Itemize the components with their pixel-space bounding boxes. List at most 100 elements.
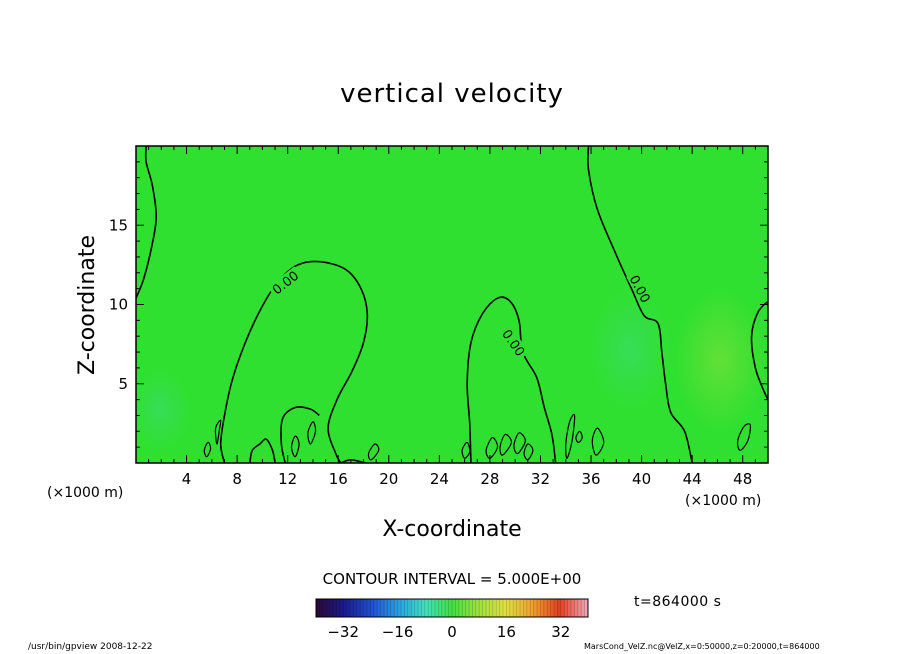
contour-line (750, 300, 768, 400)
contour-loop (290, 435, 300, 458)
colorbar-stripe (390, 599, 395, 617)
colorbar-stripe (316, 599, 320, 617)
contour-line (466, 296, 557, 463)
shading-blobs (136, 290, 765, 450)
colorbar-stripe (363, 599, 368, 617)
colorbar-stripe (452, 599, 456, 617)
x-unit-left: (×1000 m) (47, 485, 123, 501)
contour-line (280, 406, 320, 463)
colorbar-stripe (431, 599, 436, 617)
colorbar-stripe (343, 599, 347, 617)
contour-line (587, 146, 693, 463)
colorbar-stripe (533, 599, 538, 617)
contour-label-mask (267, 266, 303, 299)
colorbar-stripe (540, 599, 545, 617)
colorbar-stripe (550, 599, 555, 617)
colorbar-stripe (475, 599, 480, 617)
colorbar-stripe (469, 599, 473, 617)
colorbar-stripe (523, 599, 528, 617)
footer-left: /usr/bin/gpview 2008-12-22 (28, 642, 153, 652)
contour-loop (591, 427, 605, 456)
colorbar-stripe (360, 599, 364, 617)
contour-interval-text: CONTOUR INTERVAL = 5.000E+00 (323, 570, 582, 588)
colorbar-stripe (435, 599, 439, 617)
colorbar-stripe (574, 599, 579, 617)
y-tick-label: 15 (109, 216, 128, 234)
colorbar-stripe (503, 599, 507, 617)
colorbar-stripe (513, 599, 517, 617)
colorbar-stripe (530, 599, 534, 617)
colorbar-stripe (356, 599, 361, 617)
colorbar-stripe (577, 599, 582, 617)
colorbar-stripe (438, 599, 443, 617)
colorbar-stripe (479, 599, 483, 617)
x-axis-ticks: 4 8 12 16 20 24 28 32 36 40 44 48 (148, 146, 756, 488)
x-tick-label: 32 (531, 470, 550, 488)
contour-line (219, 260, 369, 463)
colorbar: −32 −16 0 16 32 (315, 598, 589, 641)
colorbar-stripe (428, 599, 432, 617)
contour-loop (513, 432, 526, 455)
x-tick-label: 20 (379, 470, 398, 488)
contour-line (249, 438, 276, 463)
colorbar-stripe (472, 599, 477, 617)
y-axis-ticks: 5 10 15 (109, 161, 768, 448)
x-tick-label: 44 (683, 470, 702, 488)
x-unit-right: (×1000 m) (685, 493, 761, 509)
colorbar-stripe (346, 599, 351, 617)
colorbar-stripe (526, 599, 531, 617)
colorbar-stripe (407, 599, 412, 617)
colorbar-stripe (336, 599, 341, 617)
contour-loop (307, 421, 317, 445)
colorbar-stripe (462, 599, 466, 617)
colorbar-stripe (394, 599, 398, 617)
x-tick-label: 24 (430, 470, 449, 488)
colorbar-stripe (567, 599, 572, 617)
colorbar-stripe (322, 599, 327, 617)
colorbar-stripe (458, 599, 463, 617)
colorbar-stripe (339, 599, 344, 617)
colorbar-stripe (547, 599, 551, 617)
colorbar-stripe (448, 599, 453, 617)
colorbar-stripe (581, 599, 585, 617)
colorbar-stripe (492, 599, 497, 617)
colorbar-stripe (554, 599, 558, 617)
x-tick-label: 4 (182, 470, 192, 488)
contour-loop (461, 441, 471, 459)
contour-loop (575, 430, 583, 444)
y-tick-label: 10 (109, 296, 128, 314)
colorbar-stripe (496, 599, 500, 617)
shading-blob (590, 290, 670, 410)
x-tick-label: 8 (232, 470, 242, 488)
chart-title: vertical velocity (340, 79, 564, 109)
x-tick-label: 48 (733, 470, 752, 488)
colorbar-tick-label: 32 (551, 623, 570, 641)
colorbar-stripe (564, 599, 568, 617)
colorbar-stripe (397, 599, 402, 617)
colorbar-stripe (404, 599, 409, 617)
colorbar-stripe (441, 599, 446, 617)
colorbar-stripe (401, 599, 405, 617)
colorbar-stripe (350, 599, 354, 617)
colorbar-stripe (455, 599, 460, 617)
x-tick-label: 40 (632, 470, 651, 488)
colorbar-tick-label: 0 (447, 623, 457, 641)
x-tick-label: 12 (278, 470, 297, 488)
y-axis-label: Z-coordinate (75, 235, 100, 375)
colorbar-stripe (537, 599, 541, 617)
colorbar-stripe (326, 599, 330, 617)
colorbar-stripe (506, 599, 511, 617)
colorbar-stripe (482, 599, 487, 617)
colorbar-ticks: −32 −16 0 16 32 (327, 623, 570, 641)
colorbar-stripe (543, 599, 548, 617)
y-tick-label: 5 (118, 375, 128, 393)
colorbar-stripe (489, 599, 494, 617)
contour-loop (367, 443, 380, 461)
colorbar-stripe (370, 599, 375, 617)
colorbar-tick-label: −16 (382, 623, 414, 641)
footer-right: MarsCond_VelZ.nc@VelZ,x=0:50000,z=0:2000… (584, 642, 820, 651)
x-tick-label: 28 (480, 470, 499, 488)
colorbar-stripe (560, 599, 565, 617)
colorbar-stripe (584, 599, 589, 617)
shading-blob (136, 370, 190, 450)
